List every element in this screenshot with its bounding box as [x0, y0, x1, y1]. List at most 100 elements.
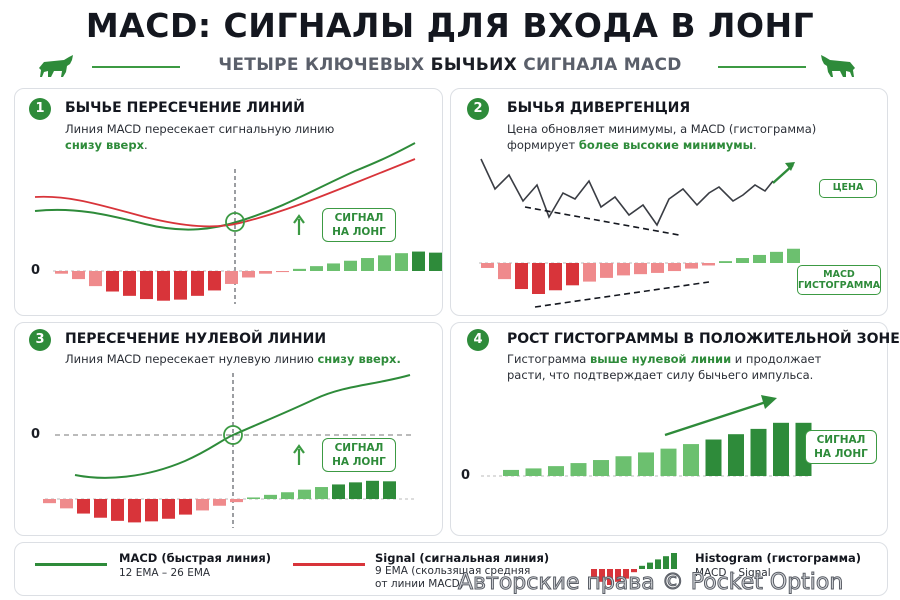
legend-histogram-bar: [607, 569, 613, 585]
histogram-bar: [344, 260, 357, 271]
histogram-bar: [123, 271, 136, 296]
histogram-bar: [276, 271, 289, 273]
histogram-bar: [191, 271, 204, 296]
histogram-bar: [43, 499, 56, 504]
histogram-bar: [213, 499, 226, 506]
signal-line: [34, 158, 416, 228]
histogram-bar: [503, 469, 519, 476]
histogram-bar: [242, 271, 255, 278]
histogram-bar: [383, 481, 396, 499]
histogram-bar: [378, 255, 391, 271]
crossover-chart: [34, 142, 442, 304]
histogram-bar: [55, 271, 68, 274]
histogram-bar: [310, 266, 323, 271]
histogram-bar: [525, 468, 542, 476]
histogram-bar: [332, 484, 345, 499]
macd-histogram-tag: MACD ГИСТОГРАММА: [797, 265, 881, 295]
histogram-bar: [225, 271, 238, 284]
histogram-bar: [395, 253, 408, 271]
histogram-bar: [315, 487, 328, 499]
histogram-bar: [89, 271, 102, 287]
histogram-bar: [77, 499, 90, 514]
histogram-bar: [327, 263, 340, 271]
histogram-bar: [60, 499, 73, 509]
legend-histogram-bar: [639, 565, 645, 569]
histogram-bar: [111, 499, 124, 521]
histogram-bar: [566, 263, 579, 286]
histogram-bar: [281, 492, 294, 499]
histogram-bar: [570, 463, 587, 476]
histogram-bar: [583, 263, 596, 282]
histogram-bar: [481, 263, 494, 268]
panel-description: Цена обновляет минимумы, а MACD (гистогр…: [507, 122, 817, 152]
histogram-bar: [787, 248, 800, 263]
histogram-bar: [247, 497, 260, 499]
legend-histogram-bar: [655, 559, 661, 569]
histogram-bar: [617, 263, 630, 276]
histogram-bar: [549, 263, 562, 291]
histogram-bar: [651, 263, 664, 273]
panel-number: 4: [467, 329, 489, 351]
histogram-bar: [685, 263, 698, 269]
histogram-bar: [349, 482, 362, 499]
histogram-bar: [259, 271, 272, 274]
histogram-bar: [230, 499, 243, 503]
histogram-bar: [366, 480, 379, 499]
histogram-bars: [503, 422, 812, 476]
growth-arrow: [664, 399, 770, 437]
panel-number: 3: [29, 329, 51, 351]
histogram-bar: [719, 261, 732, 263]
histogram-bar: [498, 263, 511, 280]
zero-label: 0: [31, 263, 41, 278]
legend-histogram-bar: [623, 569, 629, 579]
legend-macd-swatch: [35, 563, 107, 566]
arrowhead-icon: [761, 395, 777, 409]
macd-line: [34, 142, 416, 231]
histogram-bar: [293, 268, 306, 271]
histogram-bar: [179, 499, 192, 515]
histogram-bar: [660, 448, 677, 476]
histogram-bar: [615, 456, 632, 476]
histogram-bar: [145, 499, 158, 522]
histogram-bar: [157, 271, 170, 301]
panel-title: БЫЧЬЕ ПЕРЕСЕЧЕНИЕ ЛИНИЙ: [65, 100, 305, 116]
histogram-bar: [634, 263, 647, 275]
signal-long-badge: СИГНАЛ НА ЛОНГ: [322, 438, 396, 472]
up-arrow-icon: [293, 444, 305, 465]
histogram-bar: [638, 452, 654, 476]
histogram-bar: [683, 444, 699, 476]
legend-histogram-text: MACD – Signal: [695, 567, 771, 579]
legend-histogram-bar: [591, 569, 597, 579]
subtitle-line-left: [92, 66, 180, 68]
panel-title: ПЕРЕСЕЧЕНИЕ НУЛЕВОЙ ЛИНИИ: [65, 331, 327, 347]
histogram-bar: [773, 422, 789, 476]
zero-cross-chart: [43, 373, 415, 528]
histogram-bars: [481, 248, 800, 294]
histogram-bar: [140, 271, 153, 300]
up-arrow-icon: [293, 214, 305, 235]
histogram-bar: [264, 494, 277, 499]
page-subtitle: ЧЕТЫРЕ КЛЮЧЕВЫХ БЫЧЬИХ СИГНАЛА MACD: [218, 55, 682, 75]
histogram-bar: [412, 251, 425, 271]
panel-zero-line-cross: 3 ПЕРЕСЕЧЕНИЕ НУЛЕВОЙ ЛИНИИ Линия MACD п…: [14, 322, 443, 536]
histogram-bar: [94, 499, 107, 518]
panel-number: 1: [29, 98, 51, 120]
histogram-bar: [705, 439, 722, 476]
panel-number: 2: [467, 98, 489, 120]
histogram-bar: [770, 251, 783, 263]
legend-histogram-bar: [599, 569, 605, 582]
price-lows-trendline: [524, 206, 680, 236]
legend: MACD (быстрая линия) 12 EMA – 26 EMA Sig…: [14, 542, 888, 596]
legend-histogram-bar: [615, 569, 621, 582]
histogram-bar: [736, 258, 749, 263]
legend-histogram-icon: [591, 553, 677, 585]
histogram-bar: [429, 252, 442, 271]
histogram-bar: [72, 271, 85, 280]
growth-chart: [481, 395, 812, 477]
histogram-bar: [128, 499, 141, 523]
signal-long-badge: СИГНАЛ НА ЛОНГ: [805, 430, 877, 464]
cross-circle: [223, 425, 243, 445]
histogram-bar: [361, 258, 374, 271]
panel-title: БЫЧЬЯ ДИВЕРГЕНЦИЯ: [507, 100, 691, 116]
histogram-bar: [668, 263, 681, 272]
